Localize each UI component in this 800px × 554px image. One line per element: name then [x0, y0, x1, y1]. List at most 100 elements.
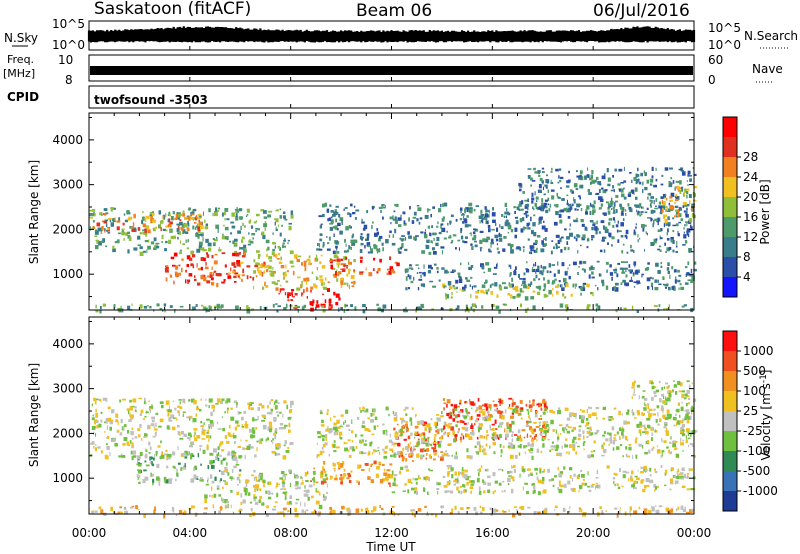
velocity-ytick-label-3: 4000: [52, 337, 83, 351]
date-title: 06/Jul/2016: [593, 1, 690, 21]
nave-tick-bottom: 0: [708, 73, 716, 87]
power-colorbar-label-1: 8: [743, 250, 751, 264]
power-colorbar: 4 8 12 16 20 24 28: [722, 116, 758, 298]
velocity-colorbar-swatch-5: [723, 391, 737, 411]
velocity-colorbar-label-5: -100: [743, 444, 770, 458]
velocity-heatmap-data: [90, 380, 698, 519]
xtick-label-6: 00:00: [677, 526, 712, 540]
nsky-trace: [87, 26, 696, 43]
power-heatmap-data: [89, 166, 697, 314]
power-region-10: [518, 166, 697, 216]
freq-trace: [90, 66, 693, 75]
power-colorbar-swatch-2: [723, 237, 737, 257]
cpid-label: CPID: [7, 90, 39, 104]
velocity-ytick-label-2: 3000: [52, 382, 83, 396]
velocity-colorbar-label-end: ]: [759, 370, 773, 375]
station-title: Saskatoon (fitACF): [94, 0, 251, 19]
nave-label: Nave: [752, 62, 783, 76]
power-region-1: [89, 212, 204, 234]
beam-title: Beam 06: [356, 1, 432, 21]
power-ytick-label-0: 1000: [52, 267, 83, 281]
velocity-ytick-label-1: 2000: [52, 426, 83, 440]
power-colorbar-label-5: 24: [743, 170, 758, 184]
nsky-label: N.Sky: [4, 31, 38, 45]
nsearch-tick-top: 10^5: [708, 21, 741, 35]
nsearch-label: N.Search: [744, 29, 798, 43]
velocity-colorbar-swatch-6: [723, 371, 737, 391]
velocity-region-1: [136, 451, 242, 486]
velocity-colorbar-swatch-8: [723, 331, 737, 351]
power-colorbar-swatch-7: [723, 137, 737, 157]
velocity-colorbar-swatch-1: [723, 471, 737, 491]
velocity-colorbar-label-6: -500: [743, 464, 770, 478]
freq-tick-top: 10: [58, 53, 73, 67]
velocity-colorbar-frame: [722, 330, 738, 512]
velocity-colorbar-label-2: 100: [743, 384, 766, 398]
power-region-8: [404, 260, 697, 292]
velocity-colorbar-label-0: 1000: [743, 344, 774, 358]
power-ytick-label-2: 3000: [52, 178, 83, 192]
freq-tick-bottom: 8: [65, 73, 73, 87]
velocity-region-7: [391, 464, 696, 496]
nsky-series-line: [87, 26, 696, 43]
power-region-5: [278, 288, 341, 312]
velocity-colorbar-swatch-2: [723, 451, 737, 471]
velocity-ylabel: Slant Range [km]: [27, 363, 41, 467]
power-colorbar-swatch-8: [723, 117, 737, 137]
power-colorbar-label-0: 4: [743, 270, 751, 284]
power-colorbar-swatch-4: [723, 197, 737, 217]
power-ytick-label-1: 2000: [52, 222, 83, 236]
power-colorbar-label: Power [dB]: [758, 179, 772, 244]
cpid-value: twofsound -3503: [94, 93, 208, 107]
velocity-colorbar-label-1: 500: [743, 364, 766, 378]
power-colorbar-swatch-6: [723, 157, 737, 177]
freq-unit: [MHz]: [3, 67, 35, 80]
power-region-2: [164, 251, 246, 288]
velocity-colorbar-swatch-4: [723, 411, 737, 431]
nave-tick-top: 60: [708, 53, 723, 67]
velocity-colorbar-label-3: 25: [743, 404, 758, 418]
power-ytick-label-3: 4000: [52, 133, 83, 147]
velocity-region-6: [316, 406, 698, 460]
time-xlabel: Time UT: [365, 540, 416, 554]
power-colorbar-frame: [722, 116, 738, 298]
nsearch-tick-bottom: 10^0: [708, 38, 741, 52]
nsky-tick-bottom: 10^0: [52, 38, 85, 52]
velocity-colorbar-label-4: -25: [743, 424, 763, 438]
power-region-0: [89, 207, 294, 256]
velocity-region-2: [204, 469, 328, 509]
velocity-ytick-label-0: 1000: [52, 471, 83, 485]
velocity-colorbar-label-7: -1000: [743, 484, 778, 498]
power-colorbar-label-2: 12: [743, 230, 758, 244]
xtick-label-5: 20:00: [576, 526, 611, 540]
velocity-region-9: [90, 505, 694, 519]
power-y-axis: 1000 2000 3000 4000: [52, 116, 694, 298]
xtick-label-1: 04:00: [173, 526, 208, 540]
power-colorbar-swatch-0: [723, 277, 737, 297]
power-region-12: [95, 303, 694, 314]
velocity-region-8: [631, 380, 697, 437]
velocity-y-axis: 1000 2000 3000 4000: [52, 320, 694, 502]
power-colorbar-label-3: 16: [743, 210, 758, 224]
velocity-colorbar-swatch-3: [723, 431, 737, 451]
velocity-colorbar-label-sup: -1: [759, 374, 769, 383]
power-colorbar-label-6: 28: [743, 150, 758, 164]
power-colorbar-swatch-3: [723, 217, 737, 237]
freq-label: Freq.: [7, 53, 34, 66]
time-x-axis: 00:00 04:00 08:00 12:00 16:00 20:00 00:00: [72, 46, 712, 540]
velocity-colorbar-swatch-7: [723, 351, 737, 371]
velocity-colorbar-label: Velocity [m s-1]: [759, 370, 773, 461]
xtick-label-4: 16:00: [475, 526, 510, 540]
velocity-colorbar: 1000 500 100 25 -25 -100 -500 -1000: [722, 330, 778, 512]
xtick-label-2: 08:00: [273, 526, 308, 540]
power-colorbar-swatch-1: [723, 257, 737, 277]
nsky-tick-top: 10^5: [52, 17, 85, 31]
power-colorbar-swatch-5: [723, 177, 737, 197]
power-ylabel: Slant Range [km]: [27, 160, 41, 264]
power-region-9: [442, 283, 594, 301]
velocity-colorbar-swatch-0: [723, 491, 737, 511]
freq-series-band: [90, 66, 693, 75]
power-region-7: [316, 202, 695, 255]
power-region-6: [329, 256, 400, 278]
